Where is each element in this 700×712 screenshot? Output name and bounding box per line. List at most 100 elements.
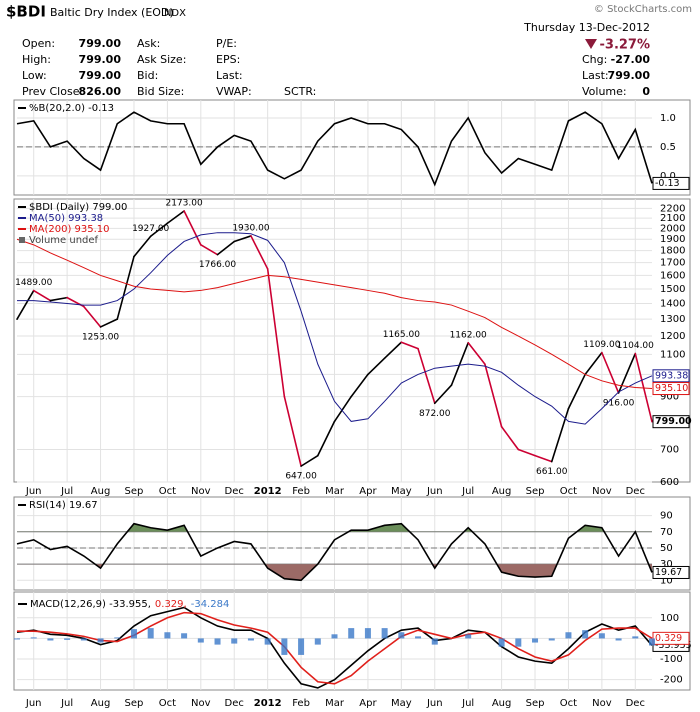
- histogram-bar: [30, 637, 37, 639]
- exchange: INDX: [161, 8, 186, 19]
- x-tick-label: Aug: [492, 486, 512, 497]
- last-value-label: 993.38: [655, 370, 688, 381]
- last-value-box: [652, 176, 690, 190]
- quote-label: EPS:: [216, 53, 240, 66]
- x-tick-label: Jun: [25, 698, 42, 709]
- quote-label: Prev Close:: [22, 85, 83, 98]
- price-segment: [116, 255, 135, 320]
- index-name: Baltic Dry Index (EOD): [50, 6, 174, 19]
- histogram-bar: [582, 630, 589, 639]
- legend-text: MA(200) 935.10: [29, 224, 110, 235]
- histogram-bar: [331, 634, 338, 639]
- price-segment: [200, 244, 219, 256]
- x-tick-label: Jul: [461, 486, 474, 497]
- histogram-bar: [381, 628, 388, 639]
- x-tick-label: Oct: [560, 698, 577, 709]
- y-tick-label: 600: [660, 477, 679, 488]
- x-tick-label: 2012: [254, 486, 282, 497]
- x-tick-label: Aug: [91, 486, 111, 497]
- legend-text: 0.329,: [155, 599, 187, 610]
- y-tick-label: 90: [660, 511, 673, 522]
- x-tick-label: Aug: [492, 698, 512, 709]
- y-tick-label: 1900: [660, 234, 685, 245]
- price-segment: [467, 341, 486, 365]
- quote-label: High:: [22, 53, 51, 66]
- x-tick-label: Sep: [526, 486, 545, 497]
- y-tick-label: 900: [660, 392, 679, 403]
- stat-label: Volume:: [582, 85, 627, 98]
- price-segment: [617, 352, 637, 394]
- x-tick-label: Nov: [592, 486, 612, 497]
- peak-label: 872.00: [419, 409, 451, 419]
- legend-text: -34.284: [191, 599, 230, 610]
- histogram-bar: [548, 638, 555, 641]
- y-tick-label: 1100: [660, 349, 685, 360]
- x-tick-label: Feb: [292, 486, 310, 497]
- price-segment: [484, 363, 503, 428]
- x-tick-label: Sep: [526, 698, 545, 709]
- histogram-bar: [64, 638, 71, 640]
- y-tick-label: 700: [660, 445, 679, 456]
- peak-label: 1104.00: [617, 341, 654, 351]
- peak-label: 1165.00: [383, 330, 420, 340]
- quote-label: Bid:: [137, 69, 158, 82]
- quote-label: SCTR:: [284, 85, 316, 98]
- legend-icon: [19, 237, 25, 243]
- price-segment: [517, 448, 536, 457]
- y-tick-label: -200: [660, 675, 683, 686]
- stat-label: Last:: [582, 69, 609, 82]
- quote-label: Ask:: [137, 37, 160, 50]
- y-tick-label: 1800: [660, 246, 685, 257]
- peak-label: 1162.00: [450, 330, 487, 340]
- down-arrow: [585, 39, 597, 49]
- histogram-bar: [565, 632, 572, 639]
- price-segment: [32, 289, 52, 302]
- x-tick-label: May: [391, 486, 412, 497]
- histogram-bar: [415, 636, 422, 639]
- peak-label: 1109.00: [583, 340, 620, 350]
- price-segment: [166, 210, 185, 225]
- price-segment: [550, 407, 570, 463]
- histogram-bar: [164, 632, 171, 639]
- price-segment: [99, 318, 119, 328]
- change-pct: -3.27%: [600, 38, 651, 53]
- symbol: $BDI: [6, 3, 46, 21]
- quote-label: Low:: [22, 69, 47, 82]
- price-segment: [333, 395, 353, 423]
- quote-value: 826.00: [79, 85, 122, 98]
- x-tick-label: Sep: [125, 486, 144, 497]
- x-tick-label: Jul: [461, 698, 474, 709]
- last-value-label: 935.10: [655, 383, 688, 394]
- x-tick-label: Nov: [191, 486, 211, 497]
- y-tick-label: 30: [660, 559, 673, 570]
- price-segment: [216, 240, 236, 256]
- histogram-bar: [649, 638, 655, 646]
- x-tick-label: Dec: [225, 698, 244, 709]
- quote-label: Ask Size:: [137, 53, 186, 66]
- legend-text: $BDI (Daily) 799.00: [29, 202, 127, 213]
- last-value-box: [652, 369, 690, 383]
- y-tick-label: 2000: [660, 223, 685, 234]
- peak-label: 647.00: [285, 472, 317, 482]
- last-value-box: [652, 565, 690, 579]
- x-tick-label: Sep: [125, 698, 144, 709]
- histogram-bar: [181, 633, 188, 639]
- last-value-label: -33.955: [655, 640, 692, 651]
- y-tick-label: 100: [660, 613, 679, 624]
- histogram-bar: [14, 638, 20, 640]
- legend-text: MA(50) 993.38: [29, 213, 103, 224]
- price-segment: [383, 341, 403, 360]
- peak-label: 2173.00: [165, 198, 202, 208]
- quote-label: Open:: [22, 37, 55, 50]
- peak-label: 1930.00: [232, 223, 269, 233]
- x-tick-label: Oct: [159, 486, 176, 497]
- y-tick-label: 50: [660, 543, 673, 554]
- peak-label: 916.00: [603, 398, 635, 408]
- y-tick-label: 1300: [660, 314, 685, 325]
- y-tick-label: 1600: [660, 270, 685, 281]
- price-segment: [601, 351, 620, 394]
- x-tick-label: Dec: [626, 486, 645, 497]
- rsi-fill: [17, 564, 652, 581]
- price-segment: [266, 268, 286, 398]
- histogram-bar: [632, 636, 639, 639]
